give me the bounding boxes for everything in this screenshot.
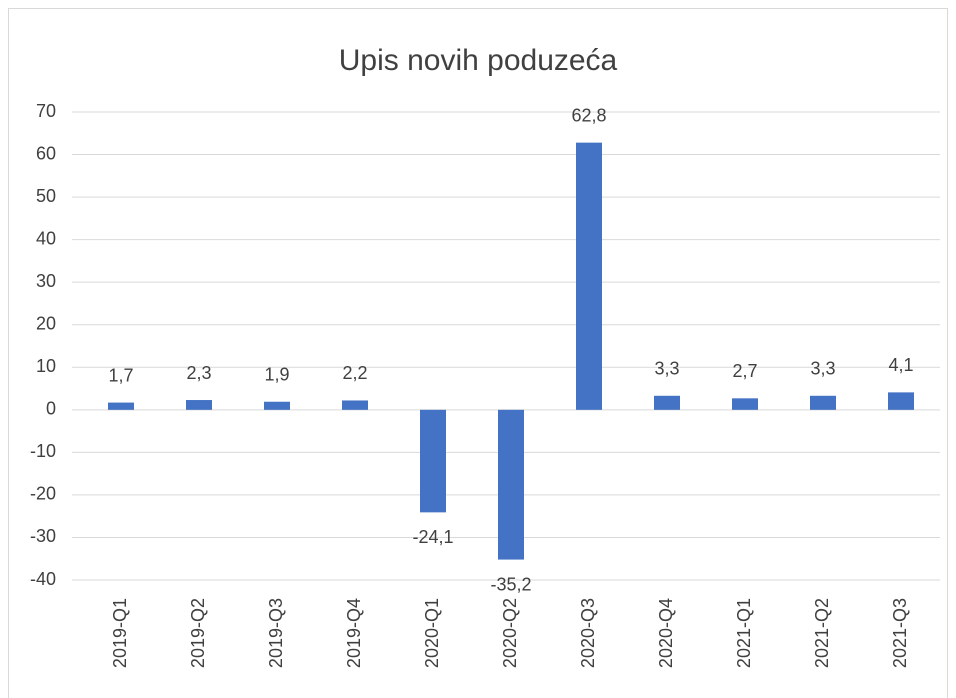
y-tick-label: -20 <box>30 484 56 504</box>
bar <box>264 401 290 410</box>
bar <box>420 409 446 513</box>
x-tick-label: 2021-Q1 <box>734 598 754 668</box>
x-tick-label: 2019-Q3 <box>266 598 286 668</box>
bar <box>654 395 680 410</box>
bar <box>576 142 602 410</box>
chart-title: Upis novih poduzeća <box>339 44 618 77</box>
bar <box>342 400 368 410</box>
y-tick-label: -30 <box>30 526 56 546</box>
bar <box>732 398 758 410</box>
y-tick-label: -40 <box>30 569 56 589</box>
x-tick-label: 2020-Q3 <box>578 598 598 668</box>
data-label: -24,1 <box>412 527 453 547</box>
y-tick-label: 70 <box>36 101 56 121</box>
data-label: 1,7 <box>108 365 133 385</box>
data-label: 2,3 <box>186 363 211 383</box>
y-tick-label: 60 <box>36 143 56 163</box>
x-tick-label: 2020-Q1 <box>422 598 442 668</box>
y-tick-label: 20 <box>36 313 56 333</box>
data-label: 2,2 <box>342 363 367 383</box>
y-tick-label: 30 <box>36 271 56 291</box>
data-label: 1,9 <box>264 364 289 384</box>
bar <box>108 402 134 410</box>
data-label: -35,2 <box>490 574 531 594</box>
data-label: 4,1 <box>888 355 913 375</box>
data-label: 2,7 <box>732 361 757 381</box>
y-tick-label: -10 <box>30 441 56 461</box>
bar <box>888 392 914 410</box>
x-tick-label: 2019-Q4 <box>344 598 364 668</box>
data-label: 62,8 <box>571 105 606 125</box>
x-tick-label: 2021-Q2 <box>812 598 832 668</box>
data-label: 3,3 <box>810 359 835 379</box>
data-label: 3,3 <box>654 359 679 379</box>
y-tick-label: 0 <box>46 399 56 419</box>
x-tick-label: 2019-Q1 <box>110 598 130 668</box>
x-tick-label: 2019-Q2 <box>188 598 208 668</box>
bar <box>498 409 524 560</box>
x-tick-label: 2021-Q3 <box>890 598 910 668</box>
y-tick-label: 40 <box>36 228 56 248</box>
bar <box>810 395 836 410</box>
bar <box>186 400 212 410</box>
y-tick-label: 50 <box>36 186 56 206</box>
x-tick-label: 2020-Q2 <box>500 598 520 668</box>
x-tick-label: 2020-Q4 <box>656 598 676 668</box>
chart-border <box>8 8 948 698</box>
y-tick-label: 10 <box>36 356 56 376</box>
